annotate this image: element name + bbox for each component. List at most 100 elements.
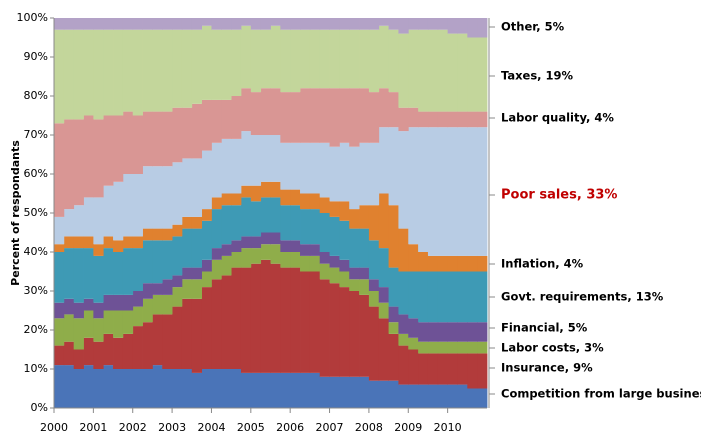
area-segment	[172, 162, 183, 225]
area-segment	[132, 236, 143, 249]
area-segment	[300, 372, 311, 408]
area-segment	[191, 279, 203, 299]
area-segment	[300, 255, 311, 272]
area-segment	[73, 349, 84, 369]
area-segment	[211, 279, 222, 369]
area-segment	[191, 372, 203, 408]
area-segment	[113, 115, 124, 182]
area-segment	[437, 29, 449, 112]
area-segment	[152, 294, 163, 315]
area-segment	[162, 228, 173, 241]
area-segment	[378, 287, 389, 303]
area-segment	[427, 341, 439, 354]
area-segment	[240, 131, 252, 186]
area-segment	[181, 107, 193, 159]
area-segment	[113, 369, 124, 408]
area-segment	[319, 252, 330, 264]
area-segment	[201, 18, 212, 26]
area-segment	[349, 376, 360, 408]
area-segment	[221, 244, 232, 256]
area-segment	[378, 25, 389, 89]
area-segment	[437, 111, 449, 128]
area-segment	[309, 88, 321, 143]
area-segment	[132, 306, 143, 327]
area-segment	[368, 18, 380, 30]
area-segment	[191, 298, 203, 373]
area-segment	[280, 29, 291, 93]
area-segment	[103, 18, 114, 30]
x-tick-label: 2001	[79, 421, 107, 434]
area-segment	[231, 240, 242, 252]
area-segment	[250, 372, 262, 408]
area-segment	[260, 232, 271, 245]
area-segment	[172, 236, 183, 276]
area-segment	[83, 298, 94, 311]
area-segment	[447, 322, 458, 342]
area-segment	[339, 29, 350, 89]
area-segment	[477, 353, 488, 389]
area-segment	[457, 384, 468, 408]
area-segment	[339, 142, 350, 202]
area-segment	[260, 29, 271, 89]
area-segment	[221, 369, 232, 408]
y-tick-label: 30%	[24, 284, 48, 297]
area-segment	[270, 88, 281, 135]
area-segment	[142, 166, 153, 229]
area-segment	[73, 369, 84, 408]
area-segment	[181, 18, 193, 30]
area-segment	[349, 146, 360, 210]
area-segment	[309, 372, 321, 408]
area-segment	[368, 92, 380, 143]
area-segment	[260, 259, 271, 373]
area-segment	[368, 306, 380, 381]
area-segment	[83, 248, 94, 299]
area-segment	[290, 18, 301, 30]
area-segment	[162, 111, 173, 167]
area-segment	[309, 271, 321, 373]
area-segment	[103, 236, 114, 249]
area-segment	[290, 252, 301, 268]
area-segment	[359, 18, 370, 30]
y-tick-label: 60%	[24, 167, 48, 180]
area-segment	[103, 29, 114, 116]
area-segment	[122, 333, 134, 369]
area-segment	[201, 271, 212, 288]
series-label: Insurance, 9%	[501, 361, 593, 375]
area-segment	[359, 142, 370, 206]
area-segment	[63, 236, 75, 249]
area-segment	[290, 189, 301, 206]
area-segment	[437, 127, 449, 256]
area-segment	[280, 205, 291, 241]
area-segment	[329, 18, 340, 30]
area-segment	[63, 314, 75, 342]
area-segment	[457, 271, 468, 323]
area-segment	[172, 369, 183, 408]
area-segment	[250, 236, 262, 249]
area-segment	[477, 255, 488, 272]
area-segment	[221, 99, 232, 139]
area-segment	[408, 318, 419, 338]
area-segment	[280, 189, 291, 206]
area-segment	[221, 193, 232, 206]
area-segment	[359, 29, 370, 89]
area-segment	[339, 201, 350, 221]
area-segment	[359, 205, 370, 229]
area-segment	[73, 248, 84, 303]
area-segment	[349, 267, 360, 280]
area-segment	[427, 384, 439, 408]
area-segment	[132, 369, 143, 408]
area-segment	[309, 244, 321, 256]
area-segment	[300, 271, 311, 373]
area-segment	[339, 18, 350, 30]
area-segment	[457, 255, 468, 272]
area-segment	[309, 29, 321, 89]
area-segment	[447, 18, 458, 34]
area-segment	[83, 197, 94, 237]
area-segment	[122, 248, 134, 295]
area-segment	[103, 333, 114, 366]
area-segment	[408, 127, 419, 245]
area-segment	[93, 244, 104, 256]
x-tick-label: 2000	[40, 421, 68, 434]
area-segment	[447, 271, 458, 323]
area-segment	[408, 337, 419, 350]
